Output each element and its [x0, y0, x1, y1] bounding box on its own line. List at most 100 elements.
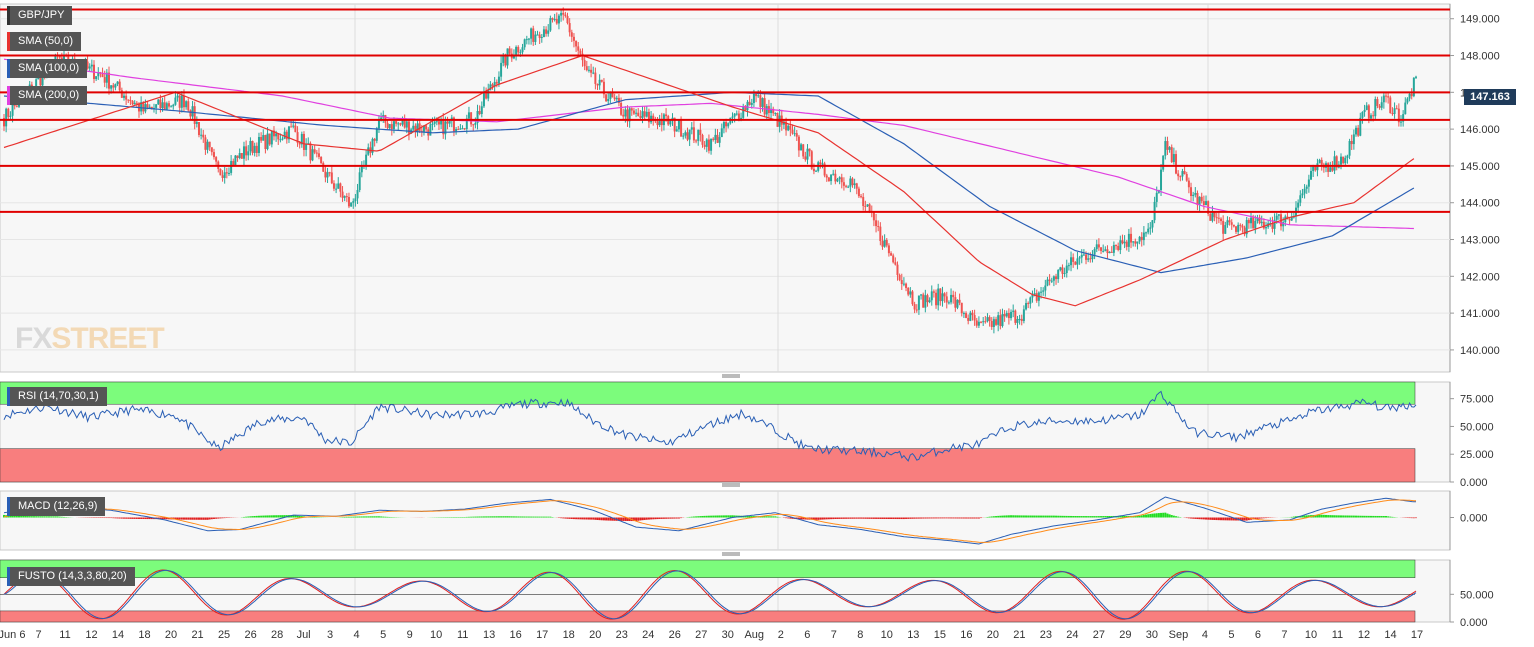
candle-body — [1237, 224, 1240, 232]
candle-body — [922, 294, 925, 308]
sma100-label[interactable]: SMA (100,0) — [7, 59, 88, 78]
candle-body — [493, 81, 496, 87]
rsi-label[interactable]: RSI (14,70,30,1) — [7, 387, 107, 406]
candle-body — [1340, 156, 1343, 165]
price-tick-label: 148.000 — [1460, 51, 1500, 63]
candle-body — [812, 168, 815, 172]
sma200-line — [3, 58, 1414, 230]
candle-body — [857, 188, 860, 197]
candle-body — [939, 288, 942, 302]
macd-label[interactable]: MACD (12,26,9) — [7, 497, 106, 516]
candle-body — [232, 161, 235, 166]
candle-body — [320, 156, 323, 164]
candle-body — [684, 132, 687, 136]
candle-body — [418, 123, 421, 131]
candle-body — [947, 302, 950, 304]
candle-body — [262, 135, 265, 141]
candle-body — [1078, 257, 1081, 259]
candle-body — [281, 138, 284, 140]
fusto-label[interactable]: FUSTO (14,3,3,80,20) — [7, 567, 135, 586]
candle-body — [480, 106, 483, 114]
candle-body — [1342, 156, 1345, 164]
candle-body — [866, 204, 869, 207]
candle-body — [952, 294, 955, 298]
last-price-tag: 147.163 — [1464, 89, 1516, 105]
candle-body — [1374, 99, 1377, 117]
candle-body — [1138, 236, 1141, 242]
candle-body — [1091, 254, 1094, 260]
candle-body — [956, 299, 959, 308]
candle-body — [598, 79, 601, 86]
candle-body — [435, 121, 438, 123]
candle-body — [1179, 176, 1182, 178]
candle-body — [1095, 244, 1098, 250]
candle-body — [1406, 98, 1409, 103]
candle-body — [332, 183, 335, 189]
candle-body — [551, 18, 554, 20]
candle-body — [365, 154, 368, 166]
candle-body — [459, 128, 462, 130]
price-tick-label: 149.000 — [1460, 14, 1500, 26]
date-tick-label: 21 — [1013, 629, 1025, 641]
candle-body — [150, 106, 153, 109]
candle-body — [879, 226, 882, 242]
candle-body — [221, 175, 224, 178]
candle-body — [354, 198, 357, 202]
candle-body — [1412, 77, 1415, 97]
sma200-label[interactable]: SMA (200,0) — [7, 86, 88, 105]
candle-body — [1145, 232, 1148, 234]
candle-body — [452, 117, 455, 132]
candle-body — [1014, 310, 1017, 323]
candle-body — [86, 61, 89, 69]
candle-body — [1211, 211, 1214, 221]
candle-body — [982, 321, 985, 323]
date-tick-label: 24 — [642, 629, 654, 641]
candle-body — [1205, 201, 1208, 206]
candle-body — [437, 121, 440, 125]
candle-body — [1320, 159, 1323, 165]
candle-body — [1318, 159, 1321, 164]
candle-body — [167, 103, 170, 107]
candle-body — [296, 132, 299, 143]
candle-body — [746, 101, 749, 111]
candle-body — [1142, 232, 1145, 241]
candle-body — [1200, 196, 1203, 202]
candle-body — [917, 295, 920, 310]
candle-body — [647, 111, 650, 123]
candle-body — [1134, 241, 1137, 244]
candle-body — [309, 143, 312, 161]
candle-body — [422, 125, 425, 133]
candle-body — [386, 122, 389, 129]
sma50-label[interactable]: SMA (50,0) — [7, 32, 82, 51]
price-tick-label: 145.000 — [1460, 161, 1500, 173]
candle-body — [197, 122, 200, 136]
candle-body — [1202, 201, 1205, 206]
candle-body — [412, 125, 415, 130]
rsi-tick-label: 0.000 — [1460, 477, 1488, 489]
date-tick-label: 7 — [1281, 629, 1287, 641]
candle-body — [712, 138, 715, 140]
candle-body — [819, 162, 822, 165]
candle-body — [1104, 249, 1107, 251]
candle-body — [467, 112, 470, 119]
candle-body — [763, 98, 766, 115]
candle-body — [521, 47, 524, 53]
candle-body — [727, 123, 730, 127]
candle-body — [1057, 270, 1060, 280]
candle-body — [472, 124, 475, 126]
candle-body — [1031, 294, 1034, 298]
candle-body — [461, 128, 464, 130]
candle-body — [1055, 276, 1058, 280]
date-tick-label: 10 — [430, 629, 442, 641]
date-tick-label: 7 — [35, 629, 41, 641]
candle-body — [714, 134, 717, 140]
candle-body — [1380, 102, 1383, 108]
candle-body — [279, 139, 282, 141]
candle-body — [407, 121, 410, 134]
candle-body — [174, 97, 177, 105]
candle-body — [1012, 310, 1015, 312]
candle-body — [688, 129, 691, 140]
candle-body — [463, 128, 466, 130]
candle-body — [840, 177, 843, 183]
candle-body — [1254, 220, 1257, 229]
